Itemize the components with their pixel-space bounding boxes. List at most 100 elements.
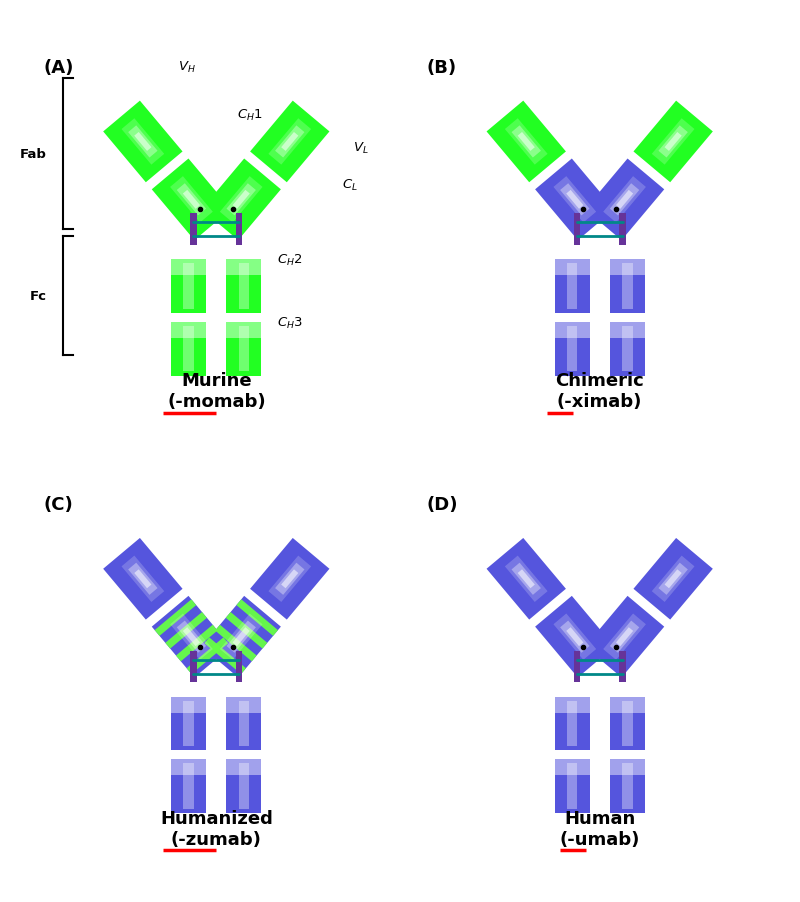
Polygon shape [183,628,200,647]
Polygon shape [170,177,213,224]
Polygon shape [566,264,578,309]
Polygon shape [250,538,330,620]
Polygon shape [566,628,583,647]
Polygon shape [665,133,682,152]
Text: (B): (B) [426,59,457,77]
Polygon shape [622,701,633,746]
Polygon shape [610,184,639,216]
Text: Chimeric: Chimeric [555,372,644,390]
Polygon shape [122,119,164,165]
Polygon shape [554,697,590,713]
Text: Fab: Fab [20,148,46,161]
Polygon shape [622,327,633,373]
Bar [574,214,580,245]
Polygon shape [518,570,535,589]
Text: (-momab): (-momab) [167,393,266,411]
Polygon shape [103,538,182,620]
Polygon shape [610,323,645,339]
Polygon shape [554,323,590,376]
Polygon shape [486,102,566,183]
Polygon shape [238,764,250,809]
Text: $C_H3$: $C_H3$ [277,316,303,330]
Polygon shape [281,570,298,589]
Bar [190,214,197,245]
Polygon shape [171,759,206,813]
Polygon shape [226,612,267,649]
Text: (A): (A) [43,59,74,77]
Text: (-ximab): (-ximab) [557,393,642,411]
Polygon shape [226,697,262,713]
Bar [574,651,580,682]
Text: (-umab): (-umab) [559,830,640,848]
Polygon shape [226,323,262,339]
Text: Fc: Fc [30,290,46,303]
Polygon shape [202,160,281,241]
Polygon shape [511,126,541,159]
Polygon shape [658,563,688,595]
Polygon shape [566,701,578,746]
Polygon shape [233,628,250,647]
Polygon shape [226,184,256,216]
Polygon shape [610,260,645,276]
Bar [619,214,626,245]
Polygon shape [154,600,196,636]
Polygon shape [205,638,246,675]
Polygon shape [171,697,206,750]
Polygon shape [177,621,206,653]
Polygon shape [122,556,164,603]
Polygon shape [554,759,590,813]
Polygon shape [610,323,645,376]
Polygon shape [171,260,206,276]
Polygon shape [215,625,257,661]
Polygon shape [622,764,633,809]
Polygon shape [226,697,262,750]
Polygon shape [610,759,645,776]
Text: Humanized: Humanized [160,809,273,827]
Polygon shape [220,613,262,660]
Text: $V_L$: $V_L$ [353,142,368,156]
Polygon shape [554,260,590,276]
Polygon shape [634,538,713,620]
Polygon shape [486,538,566,620]
Bar [190,651,197,682]
Polygon shape [616,628,633,647]
Polygon shape [603,613,646,660]
Polygon shape [535,160,614,241]
Polygon shape [610,697,645,713]
Bar [619,651,626,682]
Polygon shape [535,596,614,677]
Polygon shape [183,701,194,746]
Polygon shape [634,102,713,183]
Polygon shape [171,759,206,776]
Polygon shape [610,697,645,750]
Polygon shape [183,327,194,373]
Polygon shape [560,184,590,216]
Polygon shape [103,102,182,183]
Polygon shape [554,260,590,314]
Polygon shape [238,327,250,373]
Text: $V_H$: $V_H$ [178,60,196,75]
Polygon shape [652,119,694,165]
Polygon shape [622,264,633,309]
Polygon shape [505,556,547,603]
Text: Human: Human [564,809,635,827]
Polygon shape [269,556,311,603]
Text: $C_L$: $C_L$ [342,178,358,193]
Polygon shape [610,759,645,813]
Text: Murine: Murine [181,372,252,390]
Polygon shape [128,563,158,595]
Text: (-zumab): (-zumab) [171,830,262,848]
Polygon shape [505,119,547,165]
Polygon shape [566,764,578,809]
Polygon shape [226,323,262,376]
Polygon shape [610,621,639,653]
Polygon shape [177,184,206,216]
Polygon shape [183,264,194,309]
Polygon shape [566,190,583,209]
Polygon shape [275,126,305,159]
Polygon shape [152,596,231,677]
Polygon shape [128,126,158,159]
Polygon shape [560,621,590,653]
Polygon shape [511,563,541,595]
Polygon shape [176,625,218,661]
